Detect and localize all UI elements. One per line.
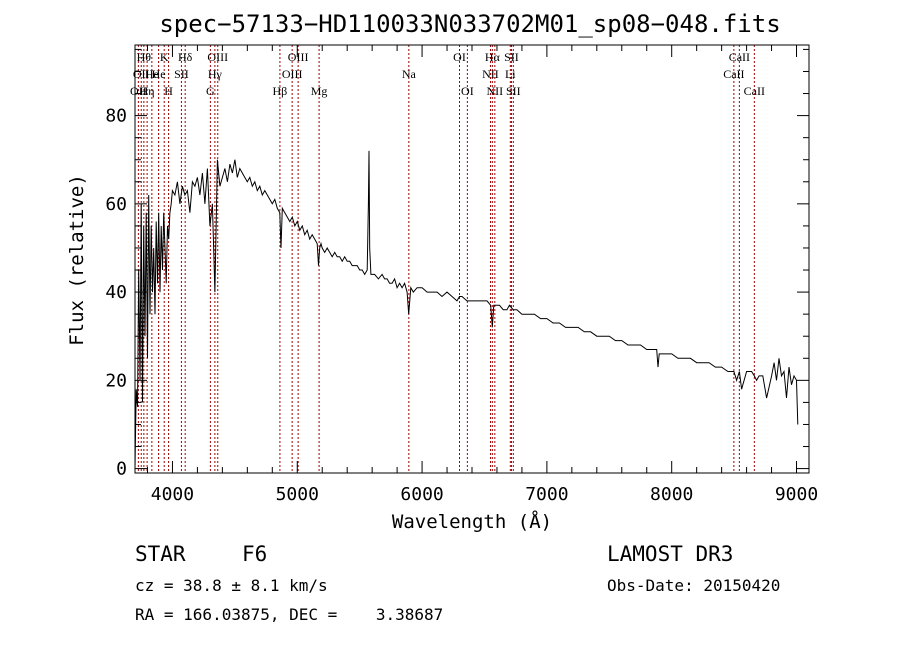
line-label-15: OIII	[288, 50, 309, 64]
line-label-6: K	[160, 50, 169, 64]
line-label-1: OII	[133, 67, 150, 81]
x-tick-label-5: 9000	[775, 484, 818, 505]
plot-frame	[134, 44, 810, 474]
survey-name: LAMOST DR3	[607, 542, 733, 566]
line-label-28: CaII	[744, 84, 765, 98]
line-label-8: SII	[174, 67, 189, 81]
spectral-line-markers	[137, 45, 755, 473]
line-label-11: Hγ	[208, 67, 223, 81]
x-tick-label-3: 7000	[525, 484, 568, 505]
line-label-21: Hα	[485, 50, 501, 64]
line-label-7: H	[164, 84, 173, 98]
line-label-19: OI	[461, 84, 474, 98]
x-axis-ticks: 4000 5000 6000 7000 8000 9000	[146, 45, 818, 505]
line-label-25: SII	[506, 84, 521, 98]
line-label-3: Hη	[140, 84, 155, 98]
line-label-27: CaII	[729, 50, 750, 64]
x-tick-label-0: 4000	[151, 484, 194, 505]
chart-title: spec−57133−HD110033N033702M01_sp08−048.f…	[159, 10, 780, 38]
x-axis-label: Wavelength (Å)	[392, 510, 552, 533]
line-label-10: G	[206, 84, 215, 98]
object-subclass: F6	[242, 542, 267, 566]
flux-series	[134, 150, 799, 469]
observation-date: Obs-Date: 20150420	[607, 576, 780, 595]
line-label-16: Mg	[311, 84, 328, 98]
object-class: STAR	[135, 542, 186, 566]
line-label-14: OIII	[282, 67, 303, 81]
line-label-24: SII	[504, 50, 519, 64]
y-tick-label-0: 0	[116, 459, 127, 480]
line-label-13: Hβ	[273, 84, 288, 98]
line-label-18: OI	[453, 50, 466, 64]
y-axis-ticks: 0 20 40 60 80	[105, 48, 809, 480]
line-label-20: NII	[482, 67, 499, 81]
x-tick-label-2: 6000	[400, 484, 443, 505]
line-label-26: CaII	[723, 67, 744, 81]
line-label-23: Li	[505, 67, 516, 81]
x-tick-label-4: 8000	[650, 484, 693, 505]
line-label-17: Na	[402, 67, 417, 81]
y-tick-label-3: 60	[105, 194, 127, 215]
y-tick-label-2: 40	[105, 282, 127, 303]
spectral-line-labels: OIIOIIHθHηHeHeKHSIIHδGHγOIIIHβOIIIOIIIMg…	[130, 50, 765, 98]
redshift-value: cz = 38.8 ± 8.1 km/s	[135, 576, 328, 595]
line-label-22: NII	[487, 84, 504, 98]
line-label-9: Hδ	[178, 50, 193, 64]
line-label-0: OII	[130, 84, 147, 98]
line-label-12: OIII	[207, 50, 228, 64]
y-tick-label-1: 20	[105, 370, 127, 391]
line-label-5: He	[152, 67, 166, 81]
coordinates: RA = 166.03875, DEC = 3.38687	[135, 605, 443, 624]
x-tick-label-1: 5000	[276, 484, 319, 505]
line-label-4: He	[145, 67, 159, 81]
line-label-2: Hθ	[137, 50, 152, 64]
y-tick-label-4: 80	[105, 106, 127, 127]
y-axis-label: Flux (relative)	[66, 174, 88, 346]
